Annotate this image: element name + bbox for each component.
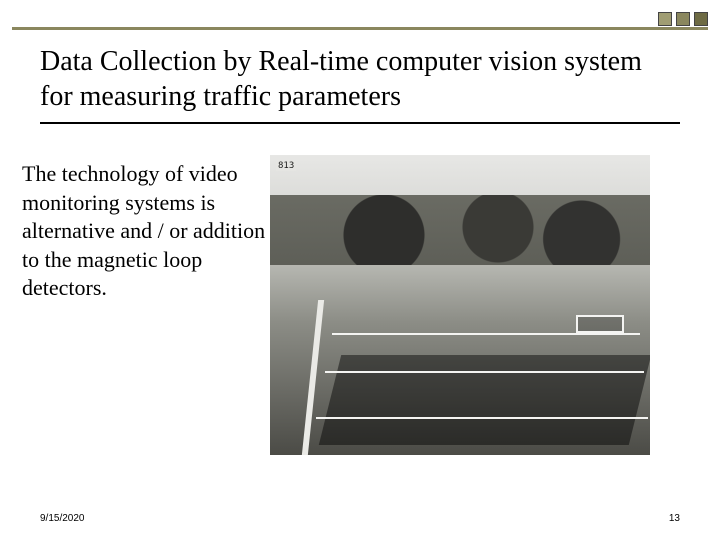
accent-box-2 — [676, 12, 690, 26]
title-underline — [40, 122, 680, 124]
traffic-camera-figure: 813 — [270, 155, 650, 455]
title-block: Data Collection by Real-time computer vi… — [40, 44, 680, 124]
accent-box-3 — [694, 12, 708, 26]
slide-footer: 9/15/2020 13 — [40, 513, 680, 524]
footer-date: 9/15/2020 — [40, 513, 85, 524]
detection-line-3 — [316, 417, 648, 419]
detection-line-2 — [325, 371, 644, 373]
accent-box-1 — [658, 12, 672, 26]
detection-line-1 — [332, 333, 640, 335]
body-paragraph: The technology of video monitoring syste… — [22, 160, 272, 303]
accent-underline — [12, 27, 708, 30]
figure-shadow — [319, 355, 650, 445]
figure-trees — [270, 195, 650, 275]
accent-bar-group — [12, 12, 708, 30]
slide-title: Data Collection by Real-time computer vi… — [40, 44, 680, 114]
detection-box — [576, 315, 624, 333]
figure-corner-tag: 813 — [276, 161, 296, 171]
footer-page-number: 13 — [669, 513, 680, 524]
